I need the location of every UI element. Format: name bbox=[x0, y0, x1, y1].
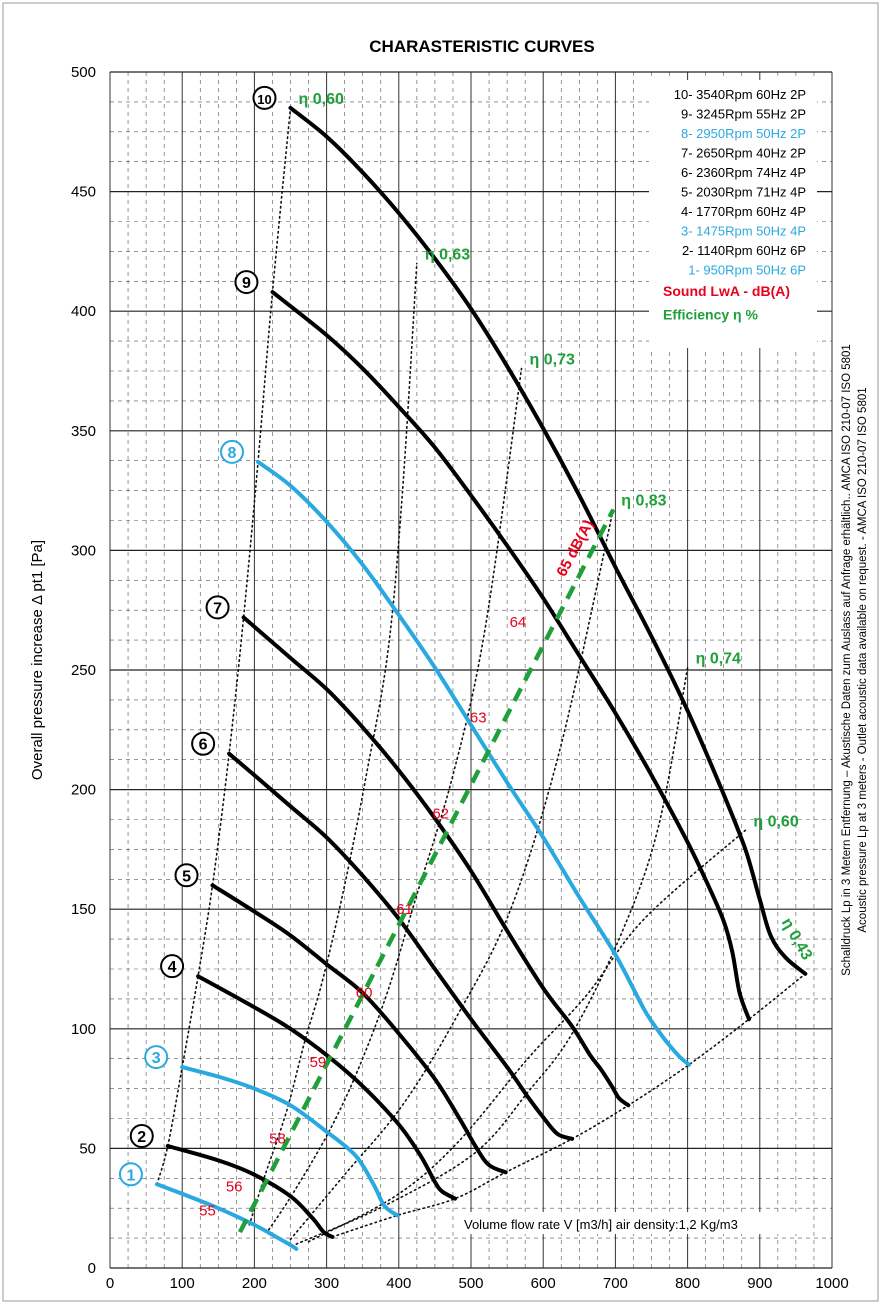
y-tick-label: 50 bbox=[79, 1140, 96, 1157]
curve-number-label: 10 bbox=[257, 92, 271, 107]
curve-number-label: 8 bbox=[228, 445, 237, 462]
legend-entry: 7- 2650Rpm 40Hz 2P bbox=[681, 146, 806, 161]
legend-entry: 3- 1475Rpm 50Hz 4P bbox=[681, 224, 806, 239]
curve-number-circle bbox=[252, 85, 277, 110]
sound-label: 56 bbox=[226, 1178, 243, 1195]
legend-entry: 9- 3245Rpm 55Hz 2P bbox=[681, 107, 806, 122]
curve-number-circle bbox=[191, 731, 216, 756]
legend-box bbox=[649, 80, 817, 348]
curve-number-circle bbox=[220, 439, 245, 464]
sound-label: 55 bbox=[199, 1202, 216, 1219]
x-axis-label: Volume flow rate V [m3/h] air density:1,… bbox=[464, 1217, 738, 1232]
legend-entry: Efficiency η % bbox=[663, 307, 758, 323]
legend: 10- 3540Rpm 60Hz 2P 9- 3245Rpm 55Hz 2P 8- … bbox=[663, 87, 806, 323]
curve-number-circle bbox=[205, 595, 230, 620]
curve-number-circle bbox=[174, 863, 199, 888]
efficiency-label: η 0,83 bbox=[621, 493, 666, 510]
legend-entry: 8- 2950Rpm 50Hz 2P bbox=[681, 126, 806, 141]
y-tick-label: 450 bbox=[71, 184, 96, 201]
side-note-line2: Acoustic pressure Lp at 3 meters - Outle… bbox=[857, 387, 869, 932]
fan-curve bbox=[227, 751, 575, 1141]
x-tick-label: 600 bbox=[531, 1275, 556, 1292]
curve-number-label: 3 bbox=[152, 1050, 161, 1067]
x-tick-label: 0 bbox=[106, 1275, 114, 1292]
efficiency-line bbox=[289, 508, 614, 1241]
y-tick-label: 0 bbox=[88, 1260, 96, 1277]
fan-curve bbox=[180, 1065, 400, 1218]
y-axis-label: Overall pressure increase Δ pt1 [Pa] bbox=[29, 540, 46, 780]
fan-curve bbox=[165, 1144, 335, 1239]
y-tick-label: 100 bbox=[71, 1021, 96, 1038]
efficiency-line bbox=[307, 829, 747, 1243]
x-tick-label: 200 bbox=[242, 1275, 267, 1292]
legend-entry: 4- 1770Rpm 60Hz 4P bbox=[681, 204, 806, 219]
fan-curve bbox=[210, 883, 508, 1175]
curve-number-label: 6 bbox=[199, 737, 208, 754]
xlabel-box bbox=[456, 1212, 812, 1234]
efficiency-line bbox=[295, 666, 689, 1245]
efficiency-line bbox=[268, 367, 523, 1231]
fan-curve bbox=[256, 459, 691, 1067]
y-tick-labels: 0 50 100 150 200 250 300 350 400 450 500 bbox=[71, 64, 96, 1277]
y-tick-label: 250 bbox=[71, 662, 96, 679]
x-tick-label: 500 bbox=[458, 1275, 483, 1292]
fan-curve bbox=[270, 290, 751, 1022]
legend-entry: Sound LwA - dB(A) bbox=[663, 283, 790, 299]
efficiency-label: η 0,60 bbox=[753, 813, 798, 830]
y-tick-label: 150 bbox=[71, 901, 96, 918]
x-tick-label: 100 bbox=[170, 1275, 195, 1292]
fan-curves bbox=[154, 105, 808, 1251]
y-tick-label: 500 bbox=[71, 64, 96, 81]
curve-number-label: 5 bbox=[182, 868, 191, 885]
curve-number-label: 2 bbox=[137, 1129, 146, 1146]
sound-label: 60 bbox=[356, 985, 373, 1002]
y-tick-label: 300 bbox=[71, 542, 96, 559]
efficiency-label: η 0,73 bbox=[530, 352, 575, 369]
x-tick-label: 700 bbox=[603, 1275, 628, 1292]
curve-number-circle bbox=[129, 1124, 154, 1149]
sound-label: 63 bbox=[470, 710, 487, 727]
major-gridlines bbox=[109, 71, 833, 1269]
legend-entry: 5- 2030Rpm 71Hz 4P bbox=[681, 185, 806, 200]
legend-entry: 1- 950Rpm 50Hz 6P bbox=[688, 263, 806, 278]
fan-curve bbox=[241, 615, 631, 1108]
efficiency-label: η 0,60 bbox=[299, 91, 344, 108]
x-tick-label: 400 bbox=[386, 1275, 411, 1292]
curve-number-label: 1 bbox=[126, 1167, 135, 1184]
fan-curve bbox=[154, 1182, 299, 1251]
chart-title: CHARASTERISTIC CURVES bbox=[369, 37, 594, 56]
y-tick-label: 400 bbox=[71, 303, 96, 320]
curve-number-label: 4 bbox=[168, 959, 177, 976]
legend-entry: 6- 2360Rpm 74Hz 4P bbox=[681, 165, 806, 180]
efficiency-line bbox=[248, 262, 418, 1226]
legend-entry: 10- 3540Rpm 60Hz 2P bbox=[674, 87, 806, 102]
curve-number-label: 7 bbox=[213, 600, 222, 617]
sound-label: 59 bbox=[310, 1054, 327, 1071]
efficiency-label: η 0,74 bbox=[696, 651, 741, 668]
sound-label: 61 bbox=[396, 901, 413, 918]
sound-label: 64 bbox=[510, 614, 527, 631]
x-tick-label: 300 bbox=[314, 1275, 339, 1292]
curve-number-circle bbox=[234, 270, 259, 295]
curve-number-circle bbox=[160, 954, 185, 979]
sound-label: 58 bbox=[269, 1131, 286, 1148]
fan-curve bbox=[196, 974, 458, 1201]
sound-label: 62 bbox=[432, 805, 449, 822]
x-tick-label: 800 bbox=[675, 1275, 700, 1292]
curve-number-label: 9 bbox=[242, 275, 251, 292]
curve-number-circle bbox=[144, 1045, 169, 1070]
y-tick-label: 350 bbox=[71, 423, 96, 440]
legend-entry: 2- 1140Rpm 60Hz 6P bbox=[682, 243, 806, 258]
side-note-line1: Schalldruck Lp in 3 Metern Entfernung – … bbox=[841, 344, 853, 976]
efficiency-label: η 0,63 bbox=[425, 246, 470, 263]
y-tick-label: 200 bbox=[71, 782, 96, 799]
x-tick-label: 1000 bbox=[815, 1275, 848, 1292]
sound-dashed-line bbox=[237, 508, 616, 1234]
curve-number-circle bbox=[118, 1162, 143, 1187]
x-tick-label: 900 bbox=[747, 1275, 772, 1292]
x-tick-labels: 0 100 200 300 400 500 600 700 800 900 1000 bbox=[106, 1275, 849, 1292]
curve-number-labels: 1 2 3 4 5 6 7 8 9 10 bbox=[118, 85, 277, 1187]
fan-curve bbox=[288, 105, 808, 976]
